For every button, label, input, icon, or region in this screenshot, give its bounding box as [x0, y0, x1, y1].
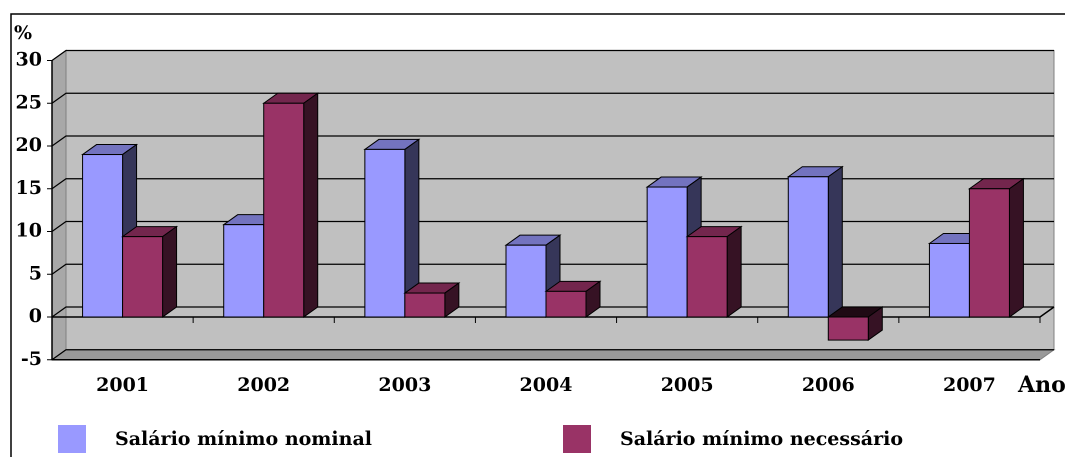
bar	[364, 148, 406, 318]
bar	[646, 186, 688, 318]
bar-side	[1008, 177, 1024, 318]
x-tick-label: 2003	[378, 374, 431, 396]
y-axis-label: %	[14, 22, 32, 44]
grid-line	[51, 49, 1054, 61]
grid-line	[51, 220, 1054, 232]
bar	[505, 244, 547, 318]
bar	[968, 188, 1010, 318]
bar	[787, 176, 829, 318]
bar-side	[827, 165, 843, 318]
y-tick-label: 10	[16, 220, 42, 242]
side-wall	[51, 49, 67, 361]
bar	[686, 236, 728, 318]
y-tick-label: 30	[16, 49, 42, 71]
bar-side	[162, 225, 178, 318]
floor	[50, 349, 1056, 361]
grid-line	[51, 349, 1054, 361]
y-tick-label: 5	[29, 262, 42, 284]
grid-line	[51, 135, 1054, 147]
x-axis-label: Ano	[1017, 372, 1065, 398]
y-tick-label: 20	[16, 134, 42, 156]
bar	[122, 236, 164, 318]
bar	[263, 102, 305, 318]
x-tick-label: 2005	[661, 374, 714, 396]
legend-swatch	[563, 425, 591, 453]
grid-line	[51, 92, 1054, 104]
legend-label: Salário mínimo necessário	[620, 428, 903, 450]
x-tick-label: 2006	[802, 374, 855, 396]
bar	[223, 224, 265, 318]
x-tick-label: 2007	[943, 374, 996, 396]
y-tick-label: -5	[21, 348, 42, 370]
legend-label: Salário mínimo nominal	[115, 428, 372, 450]
y-tick-label: 25	[16, 91, 42, 113]
bar	[82, 154, 124, 318]
legend-swatch	[58, 425, 86, 453]
x-tick-label: 2004	[520, 374, 573, 396]
y-tick-label: 15	[16, 177, 42, 199]
bar	[928, 242, 970, 318]
bar	[545, 290, 587, 318]
y-tick-label: 0	[29, 305, 42, 327]
bar-side	[726, 225, 742, 318]
x-tick-label: 2001	[96, 374, 149, 396]
bar	[404, 292, 446, 318]
grid-line	[51, 178, 1054, 190]
x-tick-label: 2002	[237, 374, 290, 396]
bar-side	[303, 92, 319, 318]
bar	[827, 316, 869, 341]
